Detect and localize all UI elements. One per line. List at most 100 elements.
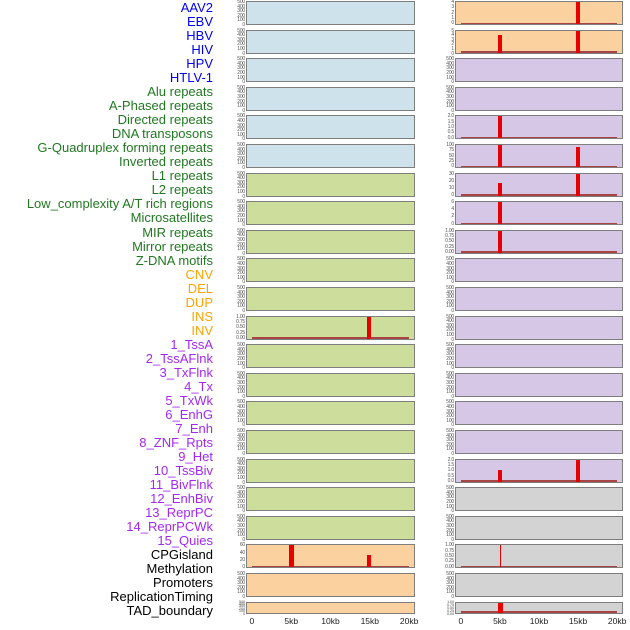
track-panel-4-tx: 100 75 50 25 0 [446, 143, 623, 169]
track-panel-htlv-1: 500 400 300 200 100 0 [237, 143, 415, 170]
y-axis-ticks: 500 400 300 200 100 0 [428, 429, 454, 457]
track-panel-low-complexity-a-t-rich-regions: 500 400 300 200 100 0 [237, 400, 415, 428]
plot-area [456, 230, 622, 253]
y-tick-label: 4 [451, 32, 454, 39]
y-tick-label: 200 [237, 355, 245, 362]
y-tick-label: 2.0 [447, 113, 455, 120]
y-tick-label: 400 [446, 432, 454, 439]
y-tick-label: 100 [237, 45, 245, 52]
y-tick-label: 100 [446, 331, 454, 338]
track-label-dna-transposons: DNA transposons [111, 126, 213, 142]
y-tick-label: 400 [237, 232, 245, 239]
y-tick-label: 0 [451, 365, 454, 372]
y-tick-label: 500 [446, 485, 454, 492]
y-tick-label: 200 [237, 470, 245, 477]
y-tick-label: 3 [451, 36, 454, 43]
plot-area [247, 88, 414, 110]
y-tick-label: 0 [242, 107, 245, 114]
track-panel-inverted-repeats: 1.00 0.75 0.50 0.25 0.00 [236, 314, 415, 340]
y-tick-label: 2 [451, 9, 454, 16]
track-panel-ebv: 500 400 300 200 100 0 [237, 28, 415, 56]
y-tick-label: 0 [451, 191, 454, 198]
track-panel-hbv: 500 400 300 200 100 0 [237, 57, 415, 84]
track-panel-10-tssbiv: 500 400 300 200 100 0 [446, 314, 623, 342]
y-axis-ticks: 500 400 300 200 100 0 [219, 56, 245, 85]
y-tick-label: 400 [237, 403, 245, 410]
y-tick-label: 400 [446, 575, 454, 582]
y-tick-label: 400 [446, 346, 454, 353]
y-tick-label: 300 [446, 93, 454, 100]
y-tick-label: 300 [237, 351, 245, 358]
y-tick-label: 500 [237, 370, 245, 377]
track-panel-a-phased-repeats: 500 400 300 200 100 0 [237, 200, 415, 227]
track-panel-1-tssa: 500 400 300 200 100 0 [446, 57, 623, 84]
y-tick-label: 100 [446, 274, 454, 281]
y-tick-label: 500 [237, 571, 245, 577]
y-tick-label: 200 [237, 270, 245, 277]
y-tick-label: 0 [242, 193, 245, 200]
y-axis-ticks: 500 400 300 200 100 0 [219, 86, 245, 114]
track-label-inv: INV [191, 322, 213, 338]
signal-baseline [460, 194, 618, 196]
y-tick-label: 100 [237, 188, 245, 195]
y-tick-label: 200 [446, 298, 454, 305]
track-label-2-tssaflnk: 2_TssAFlnk [145, 350, 213, 366]
y-tick-label: 300 [237, 65, 245, 72]
y-tick-label: 500 [237, 56, 245, 63]
y-tick-label: 500 [237, 399, 245, 406]
signal-spike-15kb [575, 146, 580, 167]
y-axis-ticks: 500 400 300 200 100 0 [219, 28, 245, 57]
y-tick-label: 100 [238, 608, 245, 614]
track-label-hiv: HIV [191, 42, 213, 58]
y-tick-label: 0.25 [236, 329, 245, 336]
y-tick-label: 200 [237, 12, 245, 19]
y-tick-label: 500 [446, 370, 454, 377]
signal-spike-5kb [498, 469, 503, 482]
track-panel-dna-transposons: 500 400 300 200 100 0 [237, 257, 415, 285]
plot-area [456, 374, 622, 396]
y-tick-label: 300 [237, 494, 245, 501]
y-tick-label: 400 [237, 489, 245, 496]
y-tick-label: 100 [237, 17, 245, 24]
y-tick-label: 2 [451, 213, 454, 220]
right-panel-column: 4 3 2 1 0 5 4 3 2 1 0 500 400 300 200 100 0 500 400 300 200 1… [445, 0, 623, 630]
y-axis-ticks: 500 400 300 200 100 0 [219, 171, 245, 200]
y-tick-label: 500 [446, 84, 454, 91]
track-panel-tad-boundary: 1.00 0.75 0.50 0.25 0.00 [447, 599, 623, 615]
y-tick-label: 100 [237, 274, 245, 281]
y-tick-label: 400 [237, 3, 245, 10]
plot-area [247, 259, 414, 281]
track-label-g-quadruplex-forming-repeats: G-Quadruplex forming repeats [37, 140, 213, 156]
track-label-ebv: EBV [186, 14, 213, 30]
track-label-cpgisland: CPGisland [150, 547, 213, 563]
track-panel-2-tssaflnk: 500 400 300 200 100 0 [446, 86, 623, 113]
y-tick-label: 100 [446, 142, 454, 148]
signal-baseline [460, 165, 618, 167]
y-tick-label: 0 [451, 20, 454, 27]
y-tick-label: 1.00 [447, 598, 454, 604]
y-tick-label: 500 [237, 456, 245, 463]
y-tick-label: 0 [242, 50, 245, 57]
track-label-low-complexity-a-t-rich-regions: Low_complexity A/T rich regions [26, 196, 213, 212]
y-tick-label: 100 [446, 532, 454, 539]
y-tick-label: 2 [451, 41, 454, 48]
y-tick-label: 300 [237, 8, 245, 15]
y-tick-label: 500 [237, 227, 245, 234]
y-tick-label: 1 [451, 45, 454, 52]
signal-spike-5kb [498, 182, 503, 196]
track-label-mirror-repeats: Mirror repeats [132, 238, 213, 254]
y-tick-label: 500 [446, 256, 454, 263]
y-tick-label: 500 [446, 56, 454, 63]
y-tick-label: 0.25 [445, 558, 454, 565]
track-panel-14-reprpcwk: 500 400 300 200 100 0 [446, 429, 623, 456]
y-tick-label: 300 [237, 522, 245, 529]
y-tick-label: 100 [446, 589, 454, 596]
y-axis-ticks: 500 400 300 200 100 0 [219, 343, 245, 371]
plot-area [456, 116, 622, 139]
y-tick-label: 300 [237, 122, 245, 129]
plot-area [456, 145, 622, 167]
y-tick-label: 30 [448, 170, 454, 177]
